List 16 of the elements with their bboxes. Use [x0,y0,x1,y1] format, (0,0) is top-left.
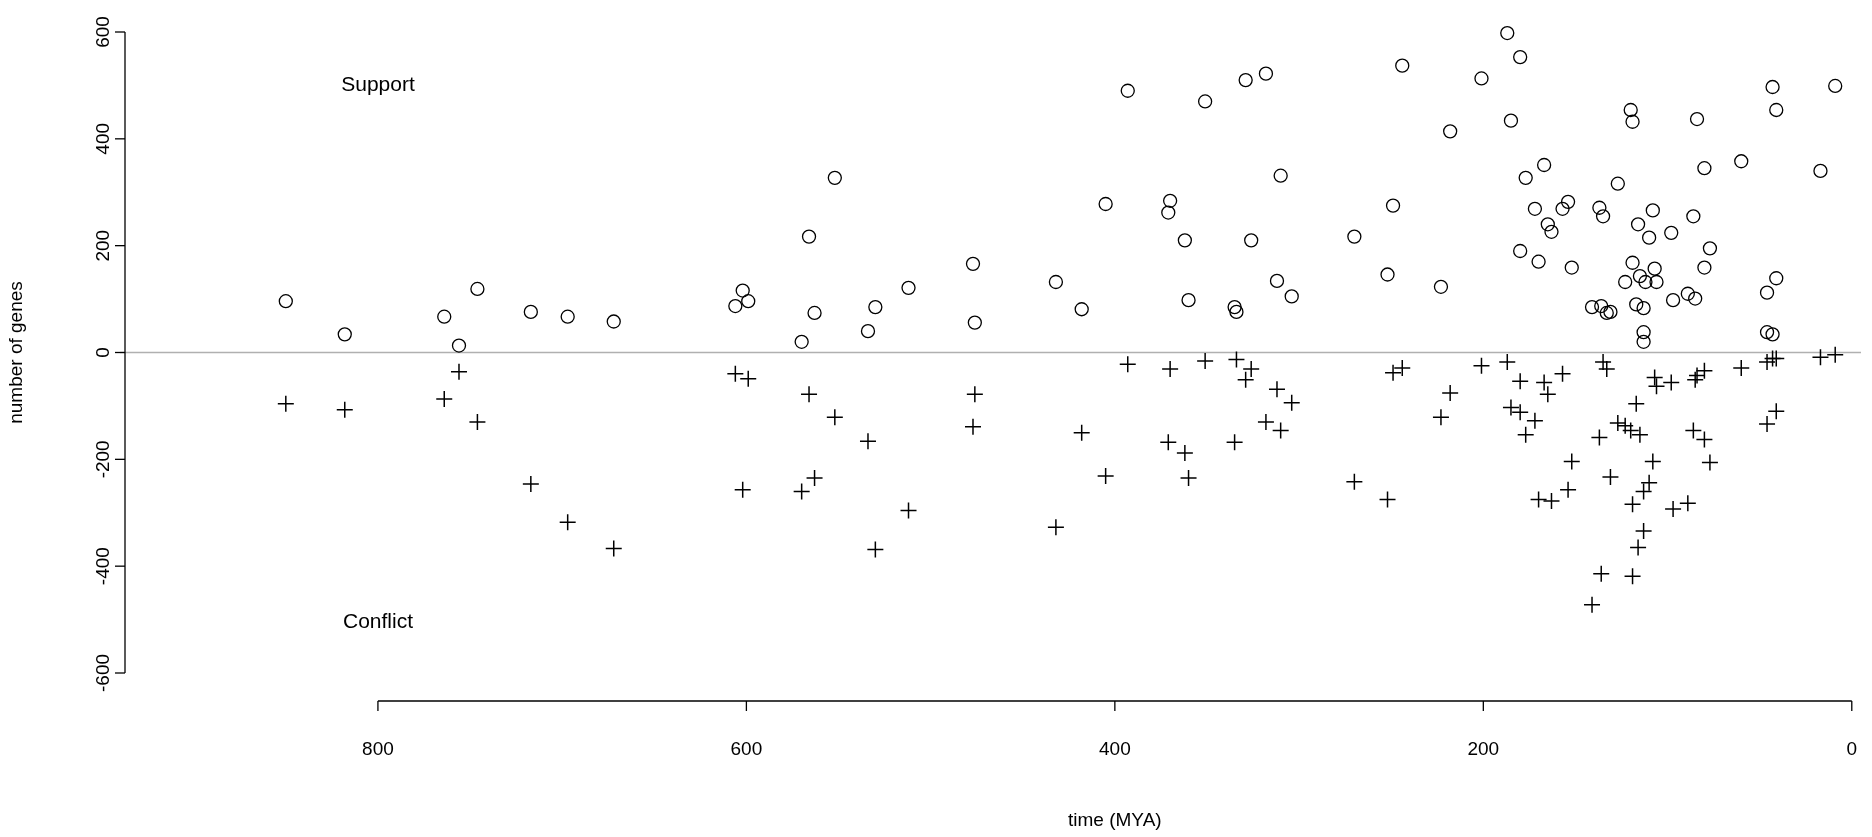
y-tick-label: -400 [92,547,113,586]
x-tick-label: 600 [730,738,763,759]
y-tick-label: -600 [92,653,113,693]
x-tick-label: 400 [1099,738,1131,759]
y-tick-label: 400 [92,122,113,155]
x-axis-title: time (MYA) [1068,809,1162,830]
x-tick-label: 200 [1467,738,1500,759]
y-tick-label: 0 [92,347,113,358]
x-tick-label: 0 [1846,738,1858,759]
annotation: Conflict [342,608,414,632]
y-tick-label: 200 [92,229,113,262]
x-tick-label: 800 [362,738,394,759]
y-tick-label: 600 [92,16,113,48]
y-tick-label: -200 [92,440,113,479]
annotation: Support [341,71,415,95]
y-axis-title: number of genes [5,281,26,424]
